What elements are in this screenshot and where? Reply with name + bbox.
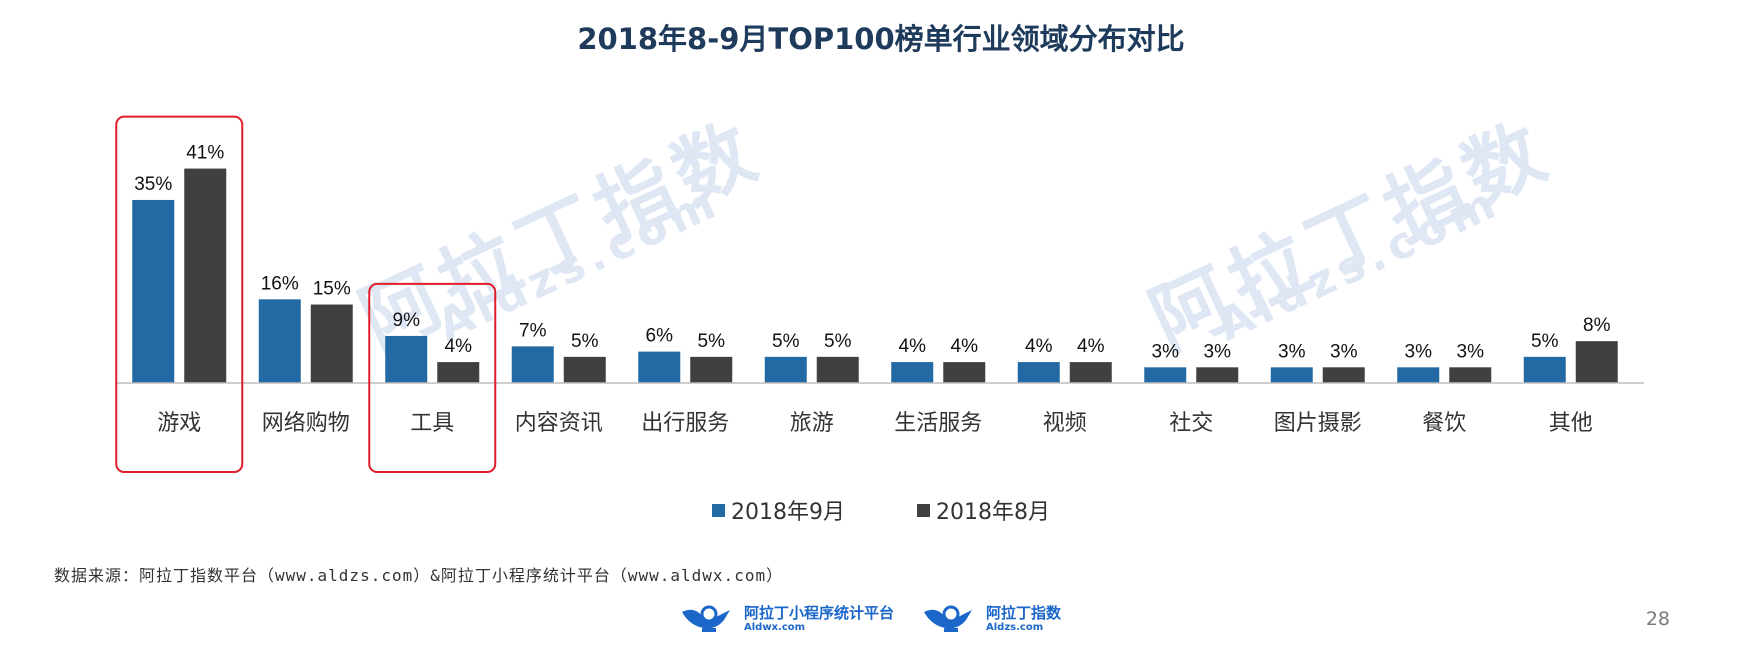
bar-0-7 (1017, 362, 1060, 383)
data-label-1-8: 3% (1204, 341, 1232, 362)
logo-name: 阿拉丁小程序统计平台 (744, 603, 895, 622)
data-label-1-2: 4% (445, 336, 473, 357)
legend-item-sep: 2018年9月 (712, 494, 845, 526)
data-label-0-3: 7% (519, 320, 547, 341)
logo-url: Aldzs.com (986, 621, 1044, 633)
bar-1-3 (563, 356, 606, 383)
bar-0-4 (638, 351, 681, 383)
legend-item-aug: 2018年8月 (917, 494, 1050, 526)
logo-url: Aldwx.com (744, 621, 806, 633)
category-label-3: 内容资讯 (515, 411, 603, 436)
bar-1-7 (1069, 362, 1112, 383)
data-label-1-10: 3% (1457, 341, 1485, 362)
legend-label-sep: 2018年9月 (731, 500, 845, 525)
data-label-1-7: 4% (1077, 336, 1105, 357)
logo-name: 阿拉丁指数 (986, 603, 1062, 622)
aladdin-lamp-icon (682, 605, 730, 632)
bar-1-9 (1322, 367, 1365, 383)
bar-0-0 (132, 199, 175, 383)
legend-swatch-aug (917, 503, 930, 517)
bar-1-10 (1449, 367, 1492, 383)
data-label-1-1: 15% (313, 279, 351, 300)
category-label-4: 出行服务 (641, 411, 729, 436)
highlight-box-0 (115, 115, 244, 473)
data-label-0-6: 4% (899, 336, 927, 357)
category-label-6: 生活服务 (894, 411, 982, 436)
data-label-0-7: 4% (1025, 336, 1053, 357)
bar-0-3 (511, 346, 554, 383)
footer-logos: 阿拉丁小程序统计平台 Aldwx.com 阿拉丁指数 Aldzs.com (680, 604, 1061, 634)
data-label-1-4: 5% (698, 331, 726, 352)
data-label-1-5: 5% (824, 331, 852, 352)
data-label-0-1: 16% (261, 273, 299, 294)
data-label-0-2: 9% (393, 310, 421, 331)
data-label-1-11: 8% (1583, 315, 1611, 336)
category-label-9: 图片摄影 (1274, 411, 1362, 436)
aldzs-logo: 阿拉丁指数 Aldzs.com (922, 604, 1061, 634)
legend-swatch-sep (712, 503, 725, 517)
bar-1-6 (943, 362, 986, 383)
bar-1-11 (1575, 341, 1618, 383)
bar-0-2 (385, 335, 428, 383)
data-label-1-0: 41% (186, 143, 224, 164)
category-label-11: 其他 (1549, 411, 1593, 436)
category-label-5: 旅游 (790, 411, 834, 436)
bar-0-5 (764, 356, 807, 383)
data-label-0-8: 3% (1152, 341, 1180, 362)
bar-0-1 (258, 299, 301, 383)
category-label-8: 社交 (1169, 411, 1213, 436)
data-label-0-5: 5% (772, 331, 800, 352)
data-label-0-9: 3% (1278, 341, 1306, 362)
highlight-box-2 (368, 282, 497, 473)
aladdin-lamp-icon (924, 605, 973, 632)
bar-1-2 (437, 362, 480, 383)
bar-1-5 (816, 356, 859, 383)
bar-1-4 (690, 356, 733, 383)
data-label-0-4: 6% (646, 326, 674, 347)
data-source-note: 数据来源：阿拉丁指数平台（www.aldzs.com）&阿拉丁小程序统计平台（w… (54, 566, 784, 585)
category-label-7: 视频 (1043, 411, 1087, 436)
category-label-1: 网络购物 (262, 411, 350, 436)
bar-0-10 (1397, 367, 1440, 383)
bar-0-8 (1144, 367, 1187, 383)
data-label-1-9: 3% (1330, 341, 1358, 362)
category-label-2: 工具 (410, 411, 454, 436)
bar-0-9 (1270, 367, 1313, 383)
legend-label-aug: 2018年8月 (936, 500, 1050, 525)
data-label-1-6: 4% (951, 336, 979, 357)
aldwx-logo: 阿拉丁小程序统计平台 Aldwx.com (680, 604, 894, 634)
category-label-10: 餐饮 (1422, 411, 1466, 436)
bar-0-11 (1523, 356, 1566, 383)
category-label-0: 游戏 (157, 411, 201, 436)
legend: 2018年9月 2018年8月 (0, 494, 1762, 526)
data-label-0-11: 5% (1531, 331, 1559, 352)
data-label-0-0: 35% (134, 174, 172, 195)
data-label-0-10: 3% (1405, 341, 1433, 362)
data-label-1-3: 5% (571, 331, 599, 352)
bar-1-0 (184, 168, 227, 383)
chart-title: 2018年8-9月TOP100榜单行业领域分布对比 (577, 22, 1185, 56)
bar-1-8 (1196, 367, 1239, 383)
page-number: 28 (1645, 608, 1670, 630)
bar-0-6 (891, 362, 934, 383)
bar-1-1 (310, 304, 353, 383)
